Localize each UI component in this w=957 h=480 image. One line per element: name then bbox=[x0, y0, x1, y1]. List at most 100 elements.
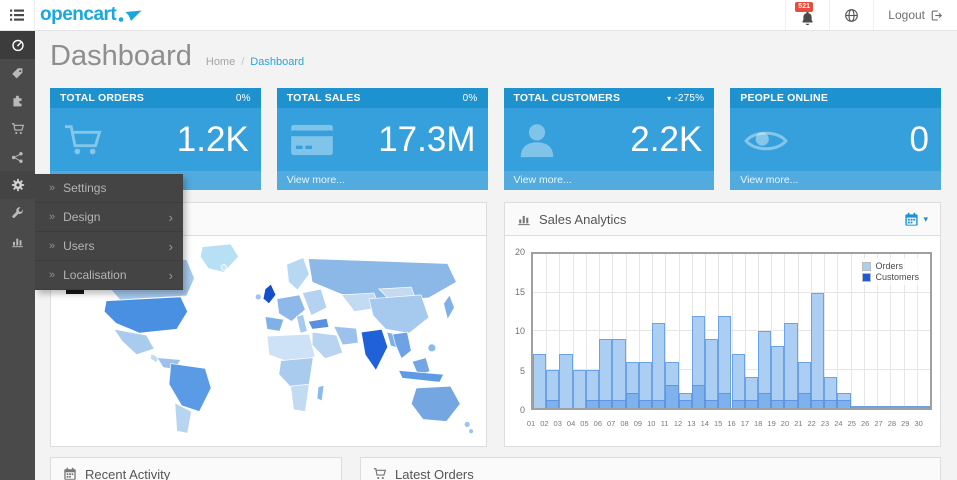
caret-down-icon: ▾ bbox=[667, 93, 672, 103]
tile-people-online: PEOPLE ONLINE 0 View more... bbox=[730, 88, 941, 190]
breadcrumb-separator: / bbox=[241, 56, 245, 68]
caret-down-icon: ▾ bbox=[923, 213, 928, 224]
calendar-icon bbox=[63, 467, 77, 480]
eye-icon bbox=[742, 122, 790, 158]
view-more-link[interactable]: View more... bbox=[503, 171, 715, 190]
legend-entry: Customers bbox=[862, 272, 919, 282]
page-title: Dashboard bbox=[50, 40, 192, 72]
tile-total-sales: TOTAL SALES 0% 17.3M View more... bbox=[276, 88, 488, 190]
submenu-item-localisation[interactable]: » Localisation › bbox=[35, 261, 183, 290]
tile-delta: 0% bbox=[462, 92, 478, 104]
legend-entry: Orders bbox=[862, 261, 919, 271]
share-nodes-icon bbox=[11, 151, 24, 164]
chevron-right-icon: › bbox=[168, 238, 173, 254]
opencart-logo[interactable]: opencart bbox=[40, 4, 142, 26]
menu-list-icon bbox=[9, 8, 25, 22]
latest-orders-panel: Latest Orders bbox=[360, 457, 941, 480]
logout-icon bbox=[930, 9, 943, 22]
breadcrumb-home[interactable]: Home bbox=[205, 56, 236, 68]
view-more-link[interactable]: View more... bbox=[276, 171, 488, 190]
sidebar-item-dashboard[interactable] bbox=[0, 31, 35, 59]
stat-tiles: TOTAL ORDERS 0% 1.2K View more... TOTAL … bbox=[50, 88, 941, 190]
logout-label: Logout bbox=[888, 8, 925, 22]
breadcrumb: Home / Dashboard bbox=[206, 56, 304, 68]
sidebar-item-reports[interactable] bbox=[0, 227, 35, 255]
sales-analytics-heading: Sales Analytics ▾ bbox=[505, 203, 940, 236]
sidebar-item-sales[interactable] bbox=[0, 115, 35, 143]
sales-analytics-panel: Sales Analytics ▾ 0 5 10 15 20 01 02 03 04 05 06 0… bbox=[504, 202, 941, 447]
sidebar-item-marketing[interactable] bbox=[0, 143, 35, 171]
chart-plot bbox=[531, 252, 932, 410]
view-more-link[interactable]: View more... bbox=[730, 171, 941, 190]
recent-activity-panel: Recent Activity bbox=[50, 457, 342, 480]
tile-total-customers: TOTAL CUSTOMERS ▾ -275% 2.2K View more..… bbox=[503, 88, 715, 190]
tile-value: 17.3M bbox=[378, 119, 476, 159]
wrench-icon bbox=[11, 206, 24, 220]
double-chevron-icon: » bbox=[49, 269, 56, 281]
chart-legend: Orders Customers bbox=[859, 258, 922, 285]
tile-delta: -275% bbox=[674, 92, 705, 104]
submenu-item-settings[interactable]: » Settings bbox=[35, 174, 183, 203]
legend-swatch bbox=[862, 261, 872, 271]
legend-swatch bbox=[862, 272, 872, 282]
breadcrumb-current[interactable]: Dashboard bbox=[250, 56, 305, 68]
world-map-panel bbox=[50, 202, 487, 447]
double-chevron-icon: » bbox=[49, 182, 56, 194]
submenu-item-label: Users bbox=[63, 239, 95, 253]
sidebar-item-tools[interactable] bbox=[0, 199, 35, 227]
credit-card-icon bbox=[289, 122, 335, 158]
panel-title: Recent Activity bbox=[85, 466, 171, 480]
date-range-button[interactable]: ▾ bbox=[904, 212, 928, 227]
tile-title: PEOPLE ONLINE bbox=[740, 92, 829, 104]
tile-title: TOTAL ORDERS bbox=[60, 92, 145, 104]
calendar-icon bbox=[904, 212, 919, 227]
chart-y-axis: 0 5 10 15 20 bbox=[514, 247, 525, 415]
sales-chart: 0 5 10 15 20 01 02 03 04 05 06 07 08 09 10 11 12 13 14 15 1… bbox=[505, 236, 940, 446]
tag-icon bbox=[11, 67, 24, 80]
notification-badge: 521 bbox=[795, 2, 813, 12]
legend-label: Orders bbox=[875, 261, 903, 271]
bar-chart-icon bbox=[517, 212, 531, 226]
panel-title: Latest Orders bbox=[395, 466, 474, 480]
submenu-item-design[interactable]: » Design › bbox=[35, 203, 183, 232]
page-header: Dashboard Home / Dashboard bbox=[50, 40, 304, 73]
world-map bbox=[74, 243, 474, 435]
double-chevron-icon: » bbox=[49, 211, 56, 223]
notifications-button[interactable]: 521 bbox=[785, 0, 829, 30]
logo-arrow-icon bbox=[118, 8, 142, 23]
panel-title: Sales Analytics bbox=[539, 211, 627, 227]
chevron-right-icon: › bbox=[168, 267, 173, 283]
shopping-cart-icon bbox=[62, 119, 108, 161]
tile-value: 1.2K bbox=[176, 119, 249, 159]
shopping-cart-icon bbox=[11, 122, 25, 136]
submenu-item-label: Settings bbox=[63, 181, 107, 195]
tile-value: 2.2K bbox=[630, 119, 703, 159]
submenu-item-users[interactable]: » Users › bbox=[35, 232, 183, 261]
tile-value: 0 bbox=[909, 119, 929, 159]
chart-x-axis: 01 02 03 04 05 06 07 08 09 10 11 12 13 14 15 16 17 18 19 20… bbox=[526, 419, 923, 428]
logo-text: opencart bbox=[40, 4, 117, 25]
top-header: opencart 521 Logout bbox=[0, 0, 957, 31]
chevron-right-icon: › bbox=[168, 209, 173, 225]
submenu-item-label: Localisation bbox=[63, 268, 127, 282]
bar-chart-icon bbox=[11, 235, 24, 248]
double-chevron-icon: » bbox=[49, 240, 56, 252]
submenu: » Settings » Design › » Users › » Localisation › bbox=[35, 174, 183, 290]
tile-title: TOTAL SALES bbox=[286, 92, 361, 104]
tile-delta: 0% bbox=[235, 92, 251, 104]
tile-title: TOTAL CUSTOMERS bbox=[513, 92, 621, 104]
sidebar-nav bbox=[0, 31, 35, 480]
sidebar-item-system[interactable] bbox=[0, 171, 35, 199]
user-icon bbox=[516, 119, 558, 161]
logout-button[interactable]: Logout bbox=[873, 0, 957, 30]
header-actions: 521 Logout bbox=[785, 0, 957, 30]
sidebar-item-catalog[interactable] bbox=[0, 59, 35, 87]
dashboard-speedometer-icon bbox=[11, 38, 25, 52]
menu-toggle-button[interactable] bbox=[0, 0, 35, 30]
language-button[interactable] bbox=[829, 0, 873, 30]
shopping-cart-icon bbox=[373, 467, 387, 480]
sidebar-item-extensions[interactable] bbox=[0, 87, 35, 115]
submenu-item-label: Design bbox=[63, 210, 101, 224]
gear-icon bbox=[11, 178, 25, 192]
